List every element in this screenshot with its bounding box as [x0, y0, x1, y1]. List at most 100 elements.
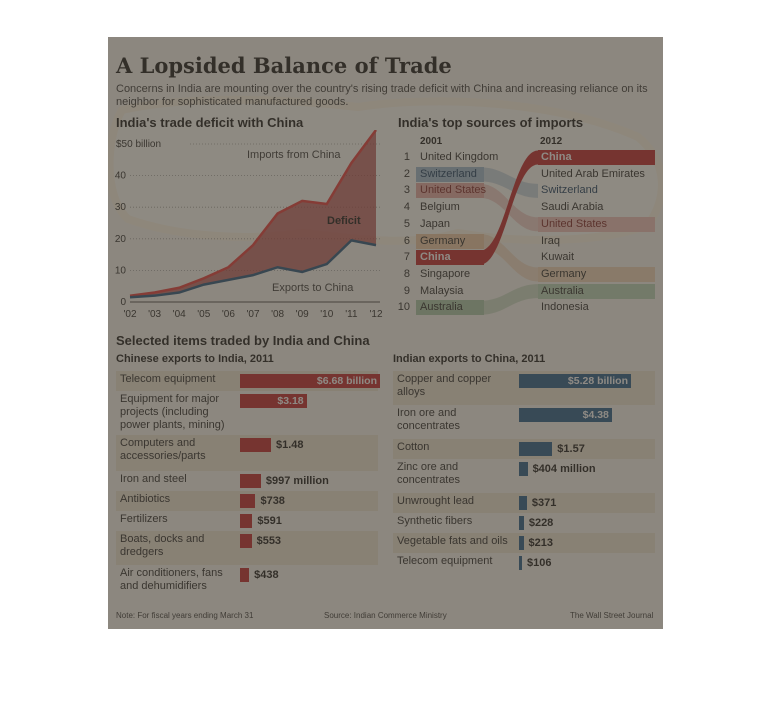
bar-value-label: $591 — [257, 515, 282, 527]
china-exports-subtitle: Chinese exports to India, 2011 — [116, 353, 274, 365]
bar-row: Cotton $1.57 — [393, 439, 655, 459]
bar — [519, 536, 524, 550]
bar: $5.28 billion — [519, 374, 631, 388]
bar — [240, 438, 272, 452]
rank-2001-country: Switzerland — [416, 166, 484, 182]
bar-value-label: $4.38 — [582, 409, 609, 421]
bar-row: Zinc ore and concentrates $404 million — [393, 459, 655, 493]
bar-category-label: Copper and copper alloys — [397, 373, 492, 398]
bar-row: Antibiotics $738 — [116, 491, 378, 511]
bar — [519, 496, 527, 510]
bar-category-label: Zinc ore and concentrates — [397, 461, 460, 486]
bar-value-label: $6.68 billion — [316, 375, 377, 387]
rank-2012-country: Indonesia — [541, 301, 589, 314]
bar-value-label: $738 — [260, 495, 285, 507]
bar-category-label: Antibiotics — [120, 493, 171, 505]
bar-row: Telecom equipment $6.68 billion — [116, 371, 380, 391]
bar — [240, 534, 252, 548]
rank-2012-country: Australia — [538, 283, 655, 299]
footnote: Note: For fiscal years ending March 31 — [116, 611, 254, 620]
rank-number: 6 — [403, 234, 410, 247]
bar-category-label: Vegetable fats and oils — [397, 535, 508, 547]
rank-2001-country: Singapore — [420, 267, 471, 280]
bar — [240, 568, 250, 582]
bar-category-label: Unwrought lead — [397, 495, 475, 507]
rank-connector — [480, 150, 538, 265]
rank-2012-country: China — [538, 150, 655, 165]
bar — [240, 474, 261, 488]
rank-2001-country: Australia — [416, 300, 484, 316]
bar-value-label: $553 — [256, 535, 282, 547]
bar-row: Fertilizers $591 — [116, 511, 378, 531]
rank-2012-country: United States — [538, 216, 655, 232]
infographic: A Lopsided Balance of Trade Concerns in … — [108, 37, 663, 629]
rank-2012-country: Iraq — [541, 234, 560, 247]
rank-number: 8 — [403, 267, 410, 280]
bar-category-label: Iron ore and concentrates — [397, 407, 460, 432]
bar-value-label: $213 — [528, 537, 553, 549]
bar-value-label: $1.57 — [557, 443, 585, 455]
bar-category-label: Fertilizers — [120, 513, 168, 525]
rank-number: 5 — [403, 217, 410, 230]
bar-row: Computers and accessories/parts $1.48 — [116, 435, 378, 471]
bar — [240, 494, 256, 508]
bar-row: Telecom equipment $106 — [393, 553, 655, 573]
rank-number: 4 — [403, 201, 410, 214]
credit: The Wall Street Journal — [570, 611, 654, 620]
bar: $4.38 — [519, 408, 612, 422]
bar — [240, 514, 253, 528]
bar-category-label: Air conditioners, fans and dehumidifiers — [120, 567, 223, 592]
rank-number: 9 — [403, 284, 410, 297]
rank-2001-country: United Kingdom — [420, 151, 499, 163]
bar-value-label: $371 — [531, 497, 557, 509]
bar — [519, 442, 553, 456]
bar — [519, 516, 524, 530]
bar-category-label: Synthetic fibers — [397, 515, 473, 527]
rank-2012-country: United Arab Emirates — [541, 167, 645, 180]
rank-2001-country: Japan — [420, 217, 450, 230]
india-exports-subtitle: Indian exports to China, 2011 — [393, 353, 546, 365]
rank-2012-country: Kuwait — [541, 251, 575, 264]
rank-number: 3 — [403, 184, 410, 197]
rank-2012-country: Germany — [538, 266, 655, 282]
bar-value-label: $997 million — [265, 475, 329, 487]
rank-2012-country: Switzerland — [541, 184, 598, 197]
rank-connector — [480, 284, 538, 315]
bar-category-label: Cotton — [397, 441, 430, 453]
rank-number: 2 — [403, 167, 410, 180]
rank-2001-country: Malaysia — [420, 284, 464, 297]
bar-row: Copper and copper alloys $5.28 billion — [393, 371, 655, 405]
rank-2001-country: Germany — [416, 233, 484, 249]
bar-category-label: Boats, docks and dredgers — [120, 533, 205, 558]
bar-row: Vegetable fats and oils $213 — [393, 533, 655, 553]
bar-value-label: $404 million — [532, 463, 596, 475]
bar — [519, 556, 522, 570]
bar-value-label: $3.18 — [277, 395, 304, 407]
items-section-title: Selected items traded by India and China — [116, 333, 370, 348]
bar-value-label: $438 — [254, 569, 279, 581]
bar-row: Air conditioners, fans and dehumidifiers… — [116, 565, 378, 599]
bar-value-label: $1.48 — [276, 439, 304, 451]
rank-number: 10 — [397, 301, 410, 314]
bar-value-label: $228 — [528, 517, 554, 529]
bar-row: Iron ore and concentrates $4.38 — [393, 405, 655, 439]
source: Source: Indian Commerce Ministry — [324, 611, 447, 620]
bar: $3.18 — [240, 394, 307, 408]
rank-2001-country: China — [416, 250, 484, 266]
bar-value-label: $106 — [527, 557, 552, 569]
bar-category-label: Iron and steel — [120, 473, 187, 485]
rank-number: 7 — [403, 251, 410, 264]
bar — [519, 462, 528, 476]
rank-2012-country: Saudi Arabia — [541, 201, 604, 214]
bar-row: Boats, docks and dredgers $553 — [116, 531, 378, 565]
bar-category-label: Computers and accessories/parts — [120, 437, 206, 462]
bar-value-label: $5.28 billion — [567, 375, 628, 387]
bar: $6.68 billion — [240, 374, 380, 388]
rank-2001-country: Belgium — [420, 201, 460, 214]
bar-row: Synthetic fibers $228 — [393, 513, 655, 533]
bar-row: Equipment for major projects (including … — [116, 391, 378, 435]
bar-category-label: Equipment for major projects (including … — [120, 393, 225, 431]
bar-row: Unwrought lead $371 — [393, 493, 655, 513]
rank-2001-country: United States — [416, 183, 486, 199]
bar-row: Iron and steel $997 million — [116, 471, 378, 491]
